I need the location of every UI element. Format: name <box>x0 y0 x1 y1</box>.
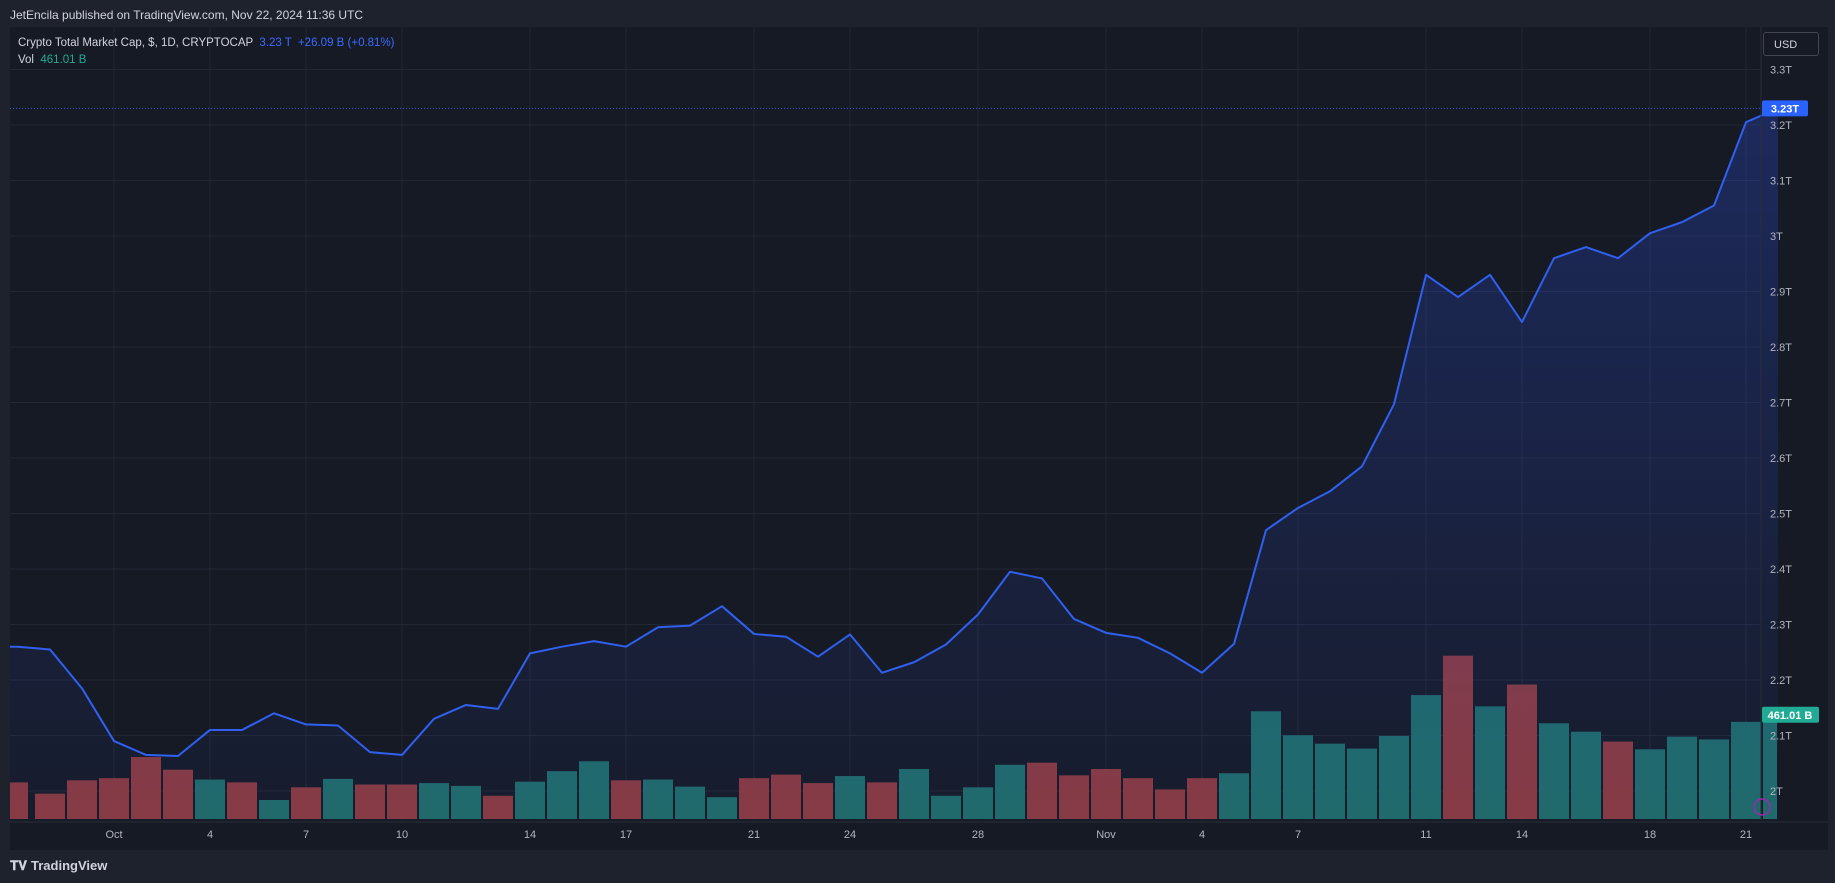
x-tick-label: 14 <box>524 829 536 841</box>
volume-tag-bg <box>1762 706 1819 723</box>
y-tick-label: 2.2T <box>1770 675 1792 687</box>
y-tick-label: 2.1T <box>1770 731 1792 743</box>
x-tick-label: 7 <box>1295 829 1301 841</box>
x-tick-label: 11 <box>1420 829 1431 841</box>
brand-label: TradingView <box>31 858 108 873</box>
last-price: 3.23 T <box>259 37 292 49</box>
x-tick-label: 24 <box>844 829 856 841</box>
y-tick-label: 2.3T <box>1770 620 1792 632</box>
y-tick-label: 3.2T <box>1770 120 1792 132</box>
y-tick-label: 3.3T <box>1770 65 1792 77</box>
currency-button[interactable]: USD <box>1763 32 1819 56</box>
x-tick-label: 17 <box>620 829 632 841</box>
symbol-name[interactable]: Crypto Total Market Cap, $, 1D, CRYPTOCA… <box>18 37 253 49</box>
scroll-realtime-icon <box>1753 798 1771 816</box>
y-tick-label: 3.1T <box>1770 176 1792 188</box>
price-change: +26.09 B (+0.81%) <box>297 37 395 49</box>
price-line <box>10 107 1779 758</box>
publish-info: JetEncila published on TradingView.com, … <box>10 8 364 22</box>
x-tick-label: Oct <box>105 829 122 841</box>
legend-symbol-row: Crypto Total Market Cap, $, 1D, CRYPTOCA… <box>18 35 395 52</box>
y-tick-label: 2.7T <box>1770 398 1792 410</box>
x-tick-label: 7 <box>303 829 309 841</box>
footer-brand[interactable]: 𝐓𝐕 TradingView <box>10 858 107 874</box>
volume-label[interactable]: Vol <box>18 54 34 66</box>
price-tag-label: 3.23T <box>1771 103 1799 115</box>
y-tick-label: 2.5T <box>1770 509 1792 521</box>
y-tick-label: 2T <box>1770 786 1783 798</box>
x-tick-label: 18 <box>1644 829 1656 841</box>
x-tick-label: 21 <box>748 829 760 841</box>
tradingview-logo-icon: 𝐓𝐕 <box>10 858 27 873</box>
volume-tag-label: 461.01 B <box>1768 710 1813 722</box>
y-tick-label: 2.4T <box>1770 564 1792 576</box>
legend-volume-row: Vol 461.01 B <box>18 52 395 69</box>
x-tick-label: 28 <box>972 829 984 841</box>
y-tick-label: 2.6T <box>1770 453 1792 465</box>
x-tick-label: 21 <box>1740 829 1752 841</box>
price-tag-bg <box>1762 100 1808 117</box>
x-tick-label: Nov <box>1096 829 1116 841</box>
y-tick-label: 2.8T <box>1770 342 1792 354</box>
x-tick-label: 14 <box>1516 829 1528 841</box>
top-bar: JetEncila published on TradingView.com, … <box>0 0 1835 28</box>
y-tick-label: 3T <box>1770 231 1783 243</box>
chart-legend: Crypto Total Market Cap, $, 1D, CRYPTOCA… <box>18 35 395 69</box>
price-area <box>10 108 1778 821</box>
y-tick-label: 2.9T <box>1770 287 1792 299</box>
x-tick-label: 4 <box>207 829 213 841</box>
volume-value: 461.01 B <box>40 54 87 66</box>
x-tick-label: 4 <box>1199 829 1205 841</box>
x-tick-label: 10 <box>396 829 408 841</box>
